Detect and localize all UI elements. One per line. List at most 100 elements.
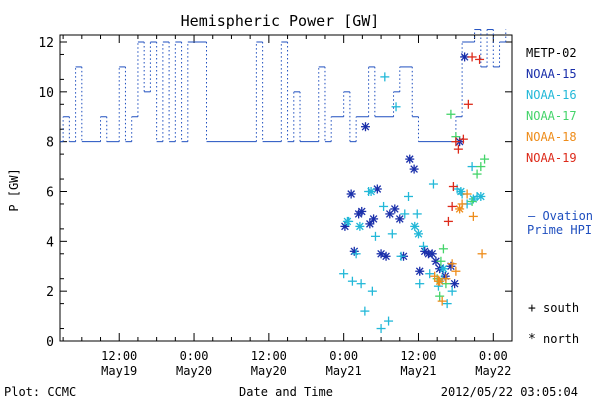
x-tick-label-date: May20 <box>251 364 287 378</box>
noaa-15-north-point <box>409 164 419 174</box>
marker-stroke <box>460 53 469 61</box>
chart-title: Hemispheric Power [GW] <box>181 12 380 30</box>
y-tick-label: 4 <box>46 235 54 250</box>
legend-item-noaa-19: NOAA-19 <box>526 151 577 165</box>
noaa-19-south-point <box>453 144 463 154</box>
noaa-16-south-point <box>428 179 438 189</box>
noaa-15-north-point <box>349 246 359 256</box>
marker-legend-south: + south <box>528 301 579 316</box>
x-tick-label-time: 12:00 <box>251 349 287 363</box>
noaa-15-north-point <box>381 251 391 261</box>
marker-stroke <box>410 165 418 173</box>
noaa-15-north-point <box>446 261 456 271</box>
marker-stroke <box>347 190 355 198</box>
marker-legend-north: * north <box>528 332 579 347</box>
noaa-16-south-point <box>412 209 422 219</box>
noaa-16-south-point <box>404 191 414 201</box>
noaa-16-south-point <box>391 102 401 112</box>
marker-stroke <box>439 264 448 273</box>
noaa-15-north-point <box>365 219 375 229</box>
x-tick-label-date: May21 <box>326 364 362 378</box>
noaa-16-south-point <box>467 162 477 172</box>
noaa-19-south-point <box>451 137 461 147</box>
noaa-16-south-point <box>347 276 357 286</box>
noaa-18-south-point <box>447 259 457 269</box>
noaa-17-south-point <box>480 154 490 164</box>
noaa-16-south-point <box>339 269 349 279</box>
plot-frame <box>59 34 513 342</box>
noaa-19-south-point <box>463 99 473 109</box>
noaa-17-south-point <box>436 256 446 266</box>
y-axis-label: P [GW] <box>7 168 21 211</box>
noaa-17-south-point <box>467 196 477 206</box>
noaa-16-south-point <box>396 251 406 261</box>
marker-stroke <box>414 230 423 238</box>
y-tick-label: 0 <box>46 335 54 350</box>
marker-stroke <box>476 192 485 201</box>
noaa-16-north-point <box>342 216 352 226</box>
x-tick-label-time: 12:00 <box>400 349 436 363</box>
marker-group <box>339 52 490 334</box>
noaa-19-south-point <box>447 201 457 211</box>
noaa-19-south-point <box>443 216 453 226</box>
x-tick-label-time: 0:00 <box>479 349 508 363</box>
noaa-15-north-point <box>346 189 356 199</box>
noaa-15-north-point <box>369 214 379 224</box>
noaa-15-north-point <box>427 249 437 259</box>
noaa-16-south-point <box>415 279 425 289</box>
noaa-17-south-point <box>472 169 482 179</box>
noaa-18-south-point <box>468 211 478 221</box>
noaa-18-south-point <box>437 296 447 306</box>
noaa-18-north-point <box>455 204 465 214</box>
x-tick-label-time: 0:00 <box>329 349 358 363</box>
noaa-17-south-point <box>438 244 448 254</box>
noaa-15-north-point <box>390 204 400 214</box>
noaa-19-south-point <box>475 54 485 64</box>
marker-stroke <box>366 220 374 228</box>
noaa-16-south-point <box>367 286 377 296</box>
x-tick-label-date: May22 <box>475 364 511 378</box>
footer-center: Date and Time <box>239 385 333 399</box>
marker-stroke <box>428 249 437 258</box>
x-tick-label-time: 0:00 <box>180 349 209 363</box>
x-tick-label-date: May19 <box>101 364 137 378</box>
noaa-15-north-point <box>357 206 367 216</box>
noaa-18-south-point <box>430 271 440 281</box>
marker-stroke <box>420 247 429 256</box>
noaa-15-north-point <box>360 122 370 132</box>
noaa-16-south-point <box>425 269 435 279</box>
y-tick-label: 6 <box>46 186 54 201</box>
marker-stroke <box>432 257 440 266</box>
noaa-16-south-point <box>379 201 389 211</box>
noaa-16-south-point <box>384 316 394 326</box>
marker-stroke <box>369 215 378 223</box>
marker-legend-south-symbol: + <box>528 301 536 316</box>
noaa-16-south-point <box>442 299 452 309</box>
noaa-15-north-point <box>405 154 415 164</box>
hpi-line-group <box>60 29 507 143</box>
footer-right: 2012/05/22 03:05:04 <box>441 385 578 399</box>
noaa-16-south-point <box>400 209 410 219</box>
marker-stroke <box>357 207 366 216</box>
legend-item-metp-02: METP-02 <box>526 46 577 60</box>
legend-item-noaa-17: NOAA-17 <box>526 109 577 123</box>
marker-legend-north-symbol: * <box>528 332 536 347</box>
noaa-16-north-point <box>476 191 486 201</box>
noaa-15-north-point <box>395 214 405 224</box>
noaa-16-north-point <box>438 264 448 274</box>
noaa-17-south-point <box>446 109 456 119</box>
noaa-16-south-point <box>360 306 370 316</box>
marker-legend-south-label: south <box>543 301 579 315</box>
marker-stroke <box>450 279 459 288</box>
noaa-18-south-point <box>477 249 487 259</box>
noaa-17-south-point <box>435 291 445 301</box>
marker-stroke <box>343 217 352 226</box>
noaa-19-south-point <box>467 52 477 62</box>
noaa-16-south-point <box>356 279 366 289</box>
y-tick-label: 2 <box>46 285 54 300</box>
x-axis: 12:00May190:00May2012:00May200:00May2112… <box>62 35 513 378</box>
legend: METP-02 NOAA-15 NOAA-16 NOAA-17 NOAA-18 NOAA-… <box>526 46 577 165</box>
noaa-19-south-point <box>458 134 468 144</box>
footer-left: Plot: CCMC <box>4 385 76 399</box>
noaa-16-south-point <box>447 286 457 296</box>
